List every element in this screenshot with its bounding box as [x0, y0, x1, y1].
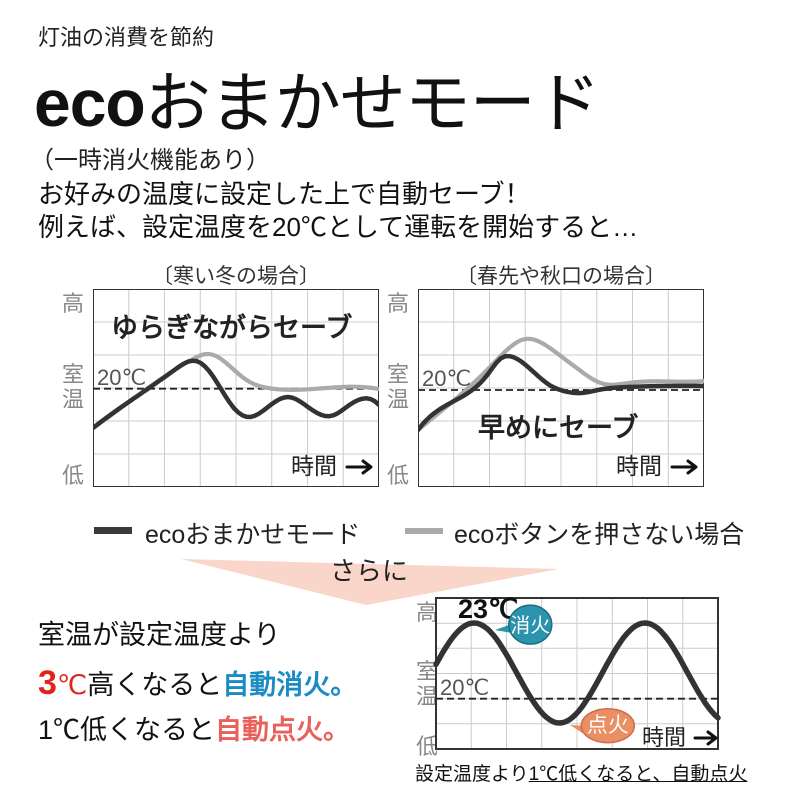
- svg-text:点火: 点火: [587, 714, 629, 737]
- svg-text:消火: 消火: [510, 614, 550, 637]
- svg-text:20℃: 20℃: [440, 675, 489, 700]
- svg-text:時間: 時間: [642, 725, 686, 750]
